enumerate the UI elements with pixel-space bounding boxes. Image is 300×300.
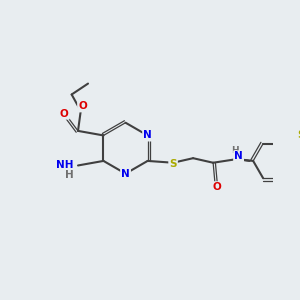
Text: S: S (169, 159, 177, 169)
Text: O: O (78, 101, 87, 111)
Text: H: H (231, 146, 239, 155)
Text: O: O (212, 182, 221, 192)
Text: O: O (60, 109, 69, 118)
Text: N: N (234, 152, 243, 161)
Text: N: N (143, 130, 152, 140)
Text: H: H (65, 169, 74, 180)
Text: S: S (298, 130, 300, 140)
Text: NH: NH (56, 160, 74, 170)
Text: N: N (121, 169, 130, 179)
